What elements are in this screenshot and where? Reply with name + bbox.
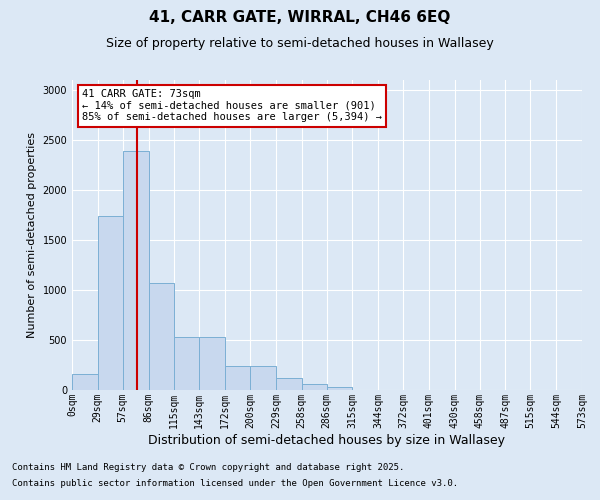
Text: 41, CARR GATE, WIRRAL, CH46 6EQ: 41, CARR GATE, WIRRAL, CH46 6EQ: [149, 10, 451, 25]
Bar: [250, 366, 276, 390]
Y-axis label: Number of semi-detached properties: Number of semi-detached properties: [27, 132, 37, 338]
Text: 41 CARR GATE: 73sqm
← 14% of semi-detached houses are smaller (901)
85% of semi-: 41 CARR GATE: 73sqm ← 14% of semi-detach…: [82, 90, 382, 122]
Bar: [326, 387, 352, 390]
Text: Contains public sector information licensed under the Open Government Licence v3: Contains public sector information licen…: [12, 478, 458, 488]
Bar: [123, 151, 149, 390]
Bar: [175, 337, 199, 390]
Bar: [72, 374, 98, 390]
Bar: [199, 337, 225, 390]
Bar: [149, 283, 175, 390]
Bar: [276, 378, 302, 390]
Text: Contains HM Land Registry data © Crown copyright and database right 2025.: Contains HM Land Registry data © Crown c…: [12, 464, 404, 472]
Bar: [225, 366, 250, 390]
Bar: [302, 384, 326, 390]
Text: Size of property relative to semi-detached houses in Wallasey: Size of property relative to semi-detach…: [106, 37, 494, 50]
Bar: [98, 216, 123, 390]
X-axis label: Distribution of semi-detached houses by size in Wallasey: Distribution of semi-detached houses by …: [149, 434, 505, 446]
